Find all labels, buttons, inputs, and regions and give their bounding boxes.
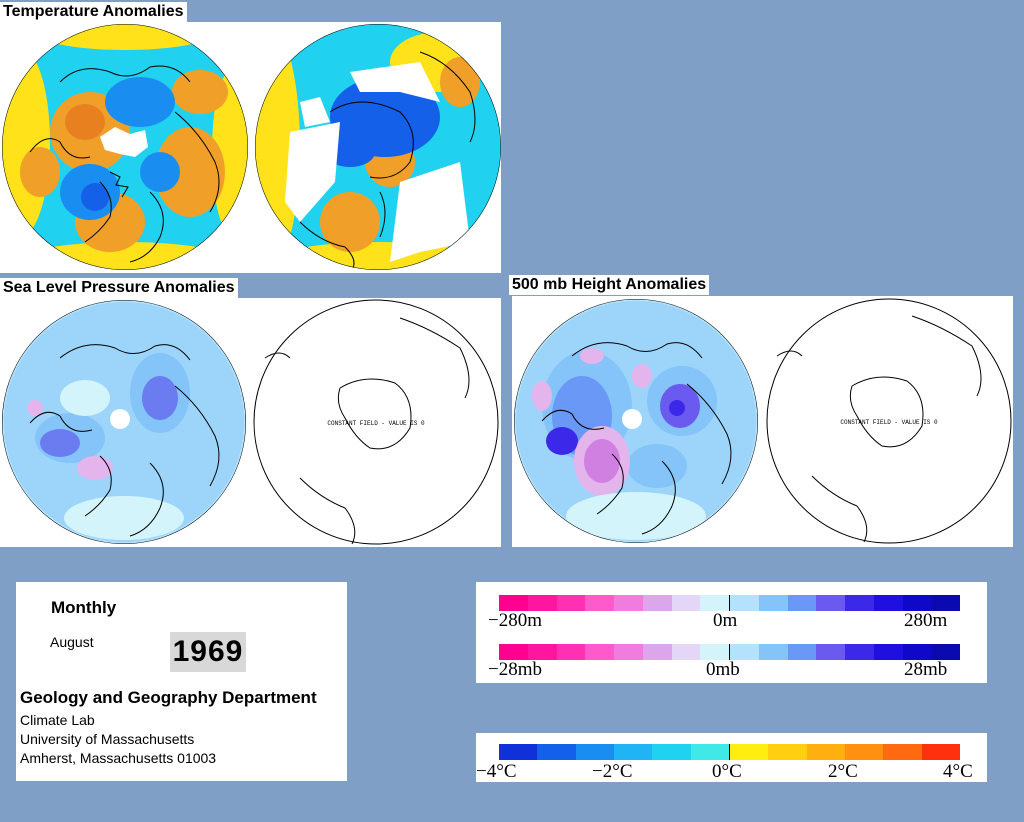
height-scale-swatch	[931, 595, 960, 611]
pressure-scale-swatch	[671, 644, 701, 660]
height-scale-swatch	[499, 595, 528, 611]
temp-scale-label-minus4: −4°C	[476, 761, 517, 782]
pressure-scale-swatch	[845, 644, 874, 660]
height-scale-swatch	[642, 595, 672, 611]
slp-panel: CONSTANT FIELD - VALUE IS 0	[0, 298, 501, 547]
height-scale-label-min: −280m	[488, 610, 542, 631]
temp-scale-swatch	[613, 744, 653, 760]
slp-globe-upper	[2, 300, 246, 544]
temp-scale-swatch	[844, 744, 884, 760]
pressure-scale-label-max: 28mb	[904, 659, 948, 680]
temperature-globe-upper	[2, 24, 248, 270]
pressure-scale-swatch	[730, 644, 759, 660]
temp-scale-swatch	[537, 744, 576, 760]
slp-constant-label: CONSTANT FIELD - VALUE IS 0	[327, 420, 425, 427]
temp-scale-label-plus4: 4°C	[943, 761, 973, 782]
info-line-address: Amherst, Massachusetts 01003	[20, 750, 217, 766]
pressure-scale-swatch	[642, 644, 672, 660]
period-label: Monthly	[51, 598, 117, 617]
pressure-scale-swatch	[931, 644, 960, 660]
pressure-scale-swatch	[614, 644, 643, 660]
temp-scale-swatch	[768, 744, 807, 760]
temp-scale-label-minus2: −2°C	[592, 761, 633, 782]
height-scale-swatch	[700, 595, 730, 611]
height-pressure-scale: −280m 0m 280m −28mb 0mb 28mb	[476, 582, 987, 683]
year-label: 1969	[170, 632, 246, 672]
department-label: Geology and Geography Department	[20, 688, 317, 707]
pressure-scale-swatch	[873, 644, 903, 660]
height-scale-swatch	[758, 595, 788, 611]
temp-scale-swatch	[729, 744, 769, 760]
slp-title: Sea Level Pressure Anomalies	[0, 278, 238, 298]
temp-scale-swatch	[883, 744, 922, 760]
info-line-university: University of Massachusetts	[20, 731, 195, 747]
month-label: August	[50, 634, 94, 650]
temp-scale-swatch	[575, 744, 614, 760]
height-scale-swatch	[902, 595, 932, 611]
temp-scale-swatch	[690, 744, 730, 760]
info-line-lab: Climate Lab	[20, 712, 95, 728]
temperature-title: Temperature Anomalies	[0, 2, 187, 22]
height-scale-swatch	[671, 595, 701, 611]
info-box: Monthly August 1969 Geology and Geograph…	[16, 582, 347, 781]
height-scale-swatch	[556, 595, 586, 611]
temp-scale-label-zero: 0°C	[712, 761, 742, 782]
height-scale-swatch	[730, 595, 759, 611]
temp-scale-swatch	[652, 744, 691, 760]
height-scale-swatch	[527, 595, 557, 611]
h500-title: 500 mb Height Anomalies	[509, 275, 710, 295]
h500-panel: CONSTANT FIELD - VALUE IS 0	[512, 296, 1013, 547]
height-scale-label-zero: 0m	[713, 610, 738, 631]
temperature-scale: −4°C −2°C 0°C 2°C 4°C	[476, 733, 987, 782]
height-scale-swatch	[845, 595, 874, 611]
pressure-scale-label-zero: 0mb	[706, 659, 740, 680]
temp-scale-swatch	[499, 744, 538, 760]
pressure-scale-swatch	[816, 644, 845, 660]
pressure-scale-swatch	[499, 644, 528, 660]
h500-constant-label: CONSTANT FIELD - VALUE IS 0	[840, 419, 938, 426]
pressure-scale-swatch	[700, 644, 730, 660]
temperature-globe-lower	[255, 24, 501, 270]
pressure-scale-swatch	[787, 644, 817, 660]
temp-scale-label-plus2: 2°C	[828, 761, 858, 782]
height-scale-label-max: 280m	[904, 610, 948, 631]
pressure-scale-swatch	[902, 644, 932, 660]
pressure-scale-swatch	[585, 644, 614, 660]
pressure-scale-label-min: −28mb	[488, 659, 542, 680]
pressure-scale-swatch	[758, 644, 788, 660]
h500-maps: CONSTANT FIELD - VALUE IS 0	[514, 298, 1012, 544]
pressure-scale-swatch	[556, 644, 586, 660]
slp-globe-lower: CONSTANT FIELD - VALUE IS 0	[253, 299, 499, 545]
height-scale-swatch	[787, 595, 817, 611]
h500-globe-lower: CONSTANT FIELD - VALUE IS 0	[766, 298, 1012, 544]
height-scale-swatch	[873, 595, 903, 611]
height-scale-swatch	[816, 595, 845, 611]
temperature-panel	[0, 22, 501, 273]
height-scale-swatch	[585, 595, 614, 611]
pressure-scale-swatch	[527, 644, 557, 660]
temp-scale-swatch	[921, 744, 960, 760]
pressure-color-bar	[499, 644, 960, 660]
temperature-color-bar	[499, 744, 960, 760]
temp-scale-swatch	[806, 744, 845, 760]
temperature-maps	[2, 24, 501, 270]
h500-globe-upper	[514, 299, 758, 543]
height-color-bar	[499, 595, 960, 611]
slp-maps: CONSTANT FIELD - VALUE IS 0	[2, 299, 499, 545]
height-scale-swatch	[614, 595, 643, 611]
